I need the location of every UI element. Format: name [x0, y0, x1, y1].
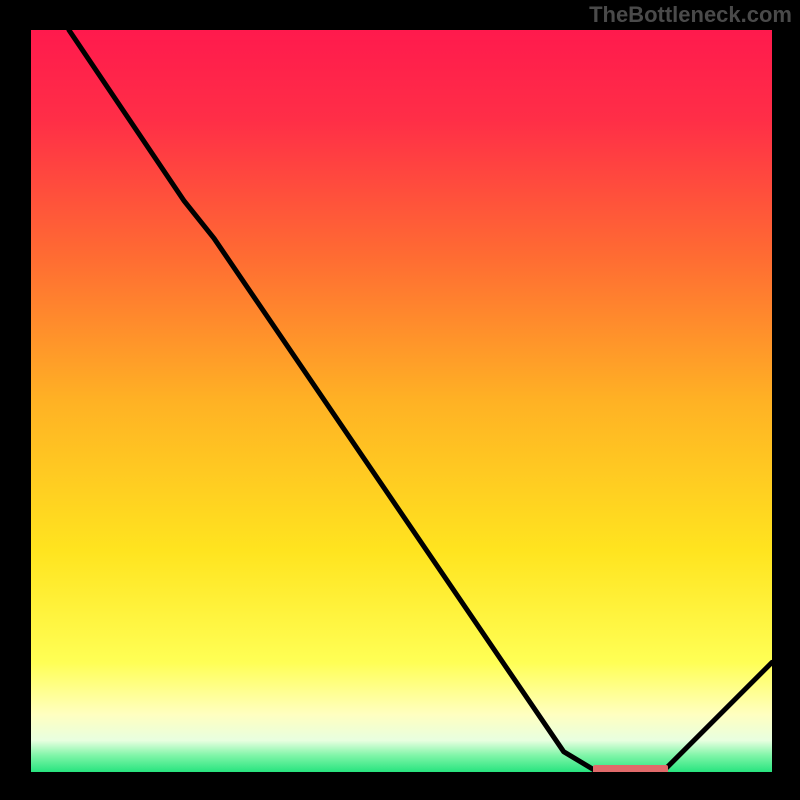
- bottleneck-curve: [69, 30, 772, 774]
- chart-root: TheBottleneck.com: [0, 0, 800, 800]
- watermark-text: TheBottleneck.com: [589, 2, 792, 28]
- x-axis: [28, 772, 772, 777]
- plot-area: [28, 30, 772, 774]
- y-axis: [26, 30, 31, 774]
- curve-layer: [28, 30, 772, 774]
